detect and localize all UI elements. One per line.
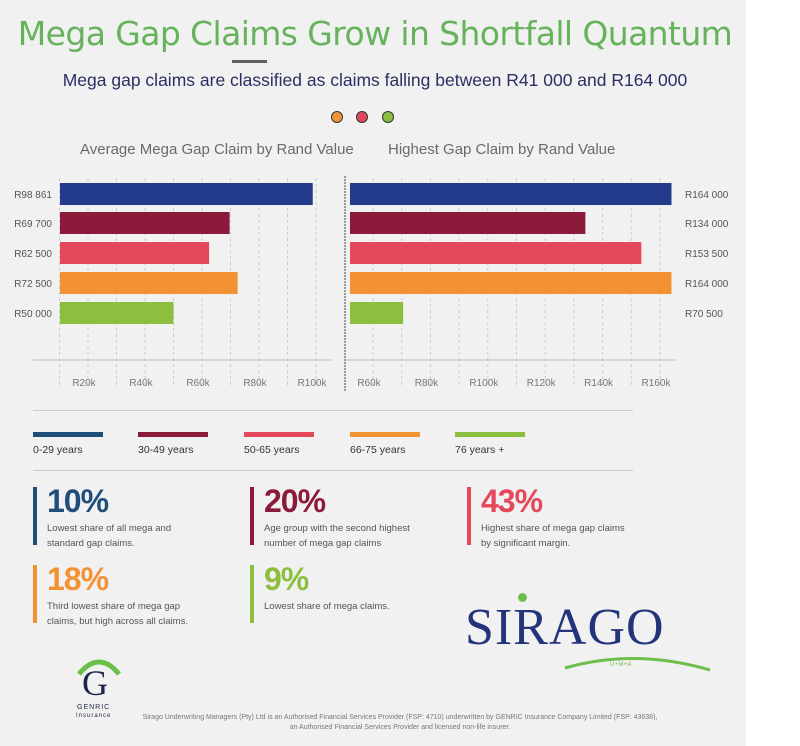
x-tick-label: R140k bbox=[584, 378, 614, 389]
stat-desc-line: by significant margin. bbox=[481, 538, 571, 549]
stat-accent-bar bbox=[250, 487, 254, 545]
x-tick-label: R80k bbox=[243, 378, 267, 389]
legend-swatch bbox=[350, 432, 420, 437]
footer-line-2: an Authorised Financial Services Provide… bbox=[289, 724, 511, 731]
bar-0-29-years bbox=[350, 183, 672, 205]
stat-card: 9% Lowest share of mega claims. bbox=[250, 561, 450, 625]
genric-logo: G GENRIC Insurance bbox=[74, 652, 124, 722]
data-label: R164 000 bbox=[685, 279, 729, 290]
stat-desc-line: Lowest share of mega claims. bbox=[264, 601, 390, 612]
stat-desc-line: Highest share of mega gap claims bbox=[481, 523, 625, 534]
data-label: R164 000 bbox=[685, 190, 729, 201]
bar-66-75-years bbox=[60, 272, 238, 294]
legend-swatch bbox=[33, 432, 103, 437]
bar-76-years- bbox=[60, 302, 174, 324]
x-tick-label: R160k bbox=[642, 378, 672, 389]
data-label: R70 500 bbox=[685, 309, 723, 320]
legend-label: 0-29 years bbox=[33, 444, 83, 456]
stat-description: Lowest share of mega claims. bbox=[264, 599, 454, 614]
x-tick-label: R100k bbox=[469, 378, 499, 389]
x-tick-label: R20k bbox=[72, 378, 96, 389]
bar-66-75-years bbox=[350, 272, 672, 294]
stat-desc-line: Third lowest share of mega gap bbox=[47, 601, 181, 612]
stat-desc-line: Lowest share of all mega and bbox=[47, 523, 172, 534]
footer-disclaimer: Sirago Underwriting Managers (Pty) Ltd i… bbox=[120, 713, 680, 733]
stat-value: 9% bbox=[264, 561, 309, 597]
stat-desc-line: standard gap claims. bbox=[47, 538, 135, 549]
sirago-logo: SIRAGO U•M•A bbox=[465, 590, 715, 675]
stat-description: Third lowest share of mega gap claims, bu… bbox=[47, 599, 237, 629]
decorative-dot-red bbox=[356, 111, 368, 123]
stat-card: 20% Age group with the second highest num… bbox=[250, 483, 450, 549]
x-tick-label: R60k bbox=[186, 378, 210, 389]
stat-description: Age group with the second highest number … bbox=[264, 521, 454, 551]
bar-charts: R98 861 R69 700 R62 500 R72 500 R50 000 R20k R… bbox=[14, 176, 729, 392]
stat-card: 43% Highest share of mega gap claims by s… bbox=[467, 483, 667, 549]
x-tick-label: R120k bbox=[527, 378, 557, 389]
stat-accent-bar bbox=[33, 487, 37, 545]
stat-value: 18% bbox=[47, 561, 109, 597]
sirago-sub: U•M•A bbox=[610, 662, 633, 668]
x-tick-label: R60k bbox=[357, 378, 381, 389]
legend-label: 66-75 years bbox=[350, 444, 406, 456]
page-subtitle: Mega gap claims are classified as claims… bbox=[62, 70, 688, 90]
data-label: R62 500 bbox=[14, 249, 52, 260]
data-label: R134 000 bbox=[685, 219, 729, 230]
stat-desc-line: claims, but high across all claims. bbox=[47, 616, 188, 627]
data-label: R98 861 bbox=[14, 190, 52, 201]
legend-label: 76 years + bbox=[455, 444, 505, 456]
left-chart-title: Average Mega Gap Claim by Rand Value bbox=[80, 141, 354, 158]
bar-76-years- bbox=[350, 302, 404, 324]
bar-30-49-years bbox=[60, 212, 230, 234]
bar-50-65-years bbox=[350, 242, 642, 264]
bar-30-49-years bbox=[350, 212, 586, 234]
stat-desc-line: number of mega gap claims bbox=[264, 538, 382, 549]
bar-50-65-years bbox=[60, 242, 210, 264]
x-tick-label: R80k bbox=[415, 378, 439, 389]
stat-value: 43% bbox=[481, 483, 543, 519]
bar-0-29-years bbox=[60, 183, 313, 205]
data-label: R69 700 bbox=[14, 219, 52, 230]
legend-label: 30-49 years bbox=[138, 444, 194, 456]
data-label: R72 500 bbox=[14, 279, 52, 290]
stat-accent-bar bbox=[250, 565, 254, 623]
stat-accent-bar bbox=[33, 565, 37, 623]
legend-swatch bbox=[455, 432, 525, 437]
stat-description: Highest share of mega gap claims by signi… bbox=[481, 521, 671, 551]
stat-card: 18% Third lowest share of mega gap claims… bbox=[33, 561, 233, 627]
legend-top-divider bbox=[33, 410, 633, 411]
page-title: Mega Gap Claims Grow in Shortfall Quantu… bbox=[17, 14, 733, 53]
footer-line-1: Sirago Underwriting Managers (Pty) Ltd i… bbox=[142, 714, 658, 721]
x-tick-label: R40k bbox=[129, 378, 153, 389]
decorative-dot-orange bbox=[331, 111, 343, 123]
decorative-dot-green bbox=[382, 111, 394, 123]
stat-desc-line: Age group with the second highest bbox=[264, 523, 410, 534]
title-divider bbox=[232, 60, 267, 63]
data-label: R50 000 bbox=[14, 309, 52, 320]
legend-label: 50-65 years bbox=[244, 444, 300, 456]
stat-accent-bar bbox=[467, 487, 471, 545]
data-label: R153 500 bbox=[685, 249, 729, 260]
x-tick-label: R100k bbox=[298, 378, 328, 389]
legend-swatch bbox=[138, 432, 208, 437]
stat-card: 10% Lowest share of all mega and standard… bbox=[33, 483, 233, 549]
legend-bottom-divider bbox=[33, 470, 633, 471]
stat-description: Lowest share of all mega and standard gap… bbox=[47, 521, 237, 551]
legend-swatch bbox=[244, 432, 314, 437]
stat-value: 20% bbox=[264, 483, 326, 519]
right-chart-title: Highest Gap Claim by Rand Value bbox=[388, 141, 616, 158]
stat-value: 10% bbox=[47, 483, 109, 519]
